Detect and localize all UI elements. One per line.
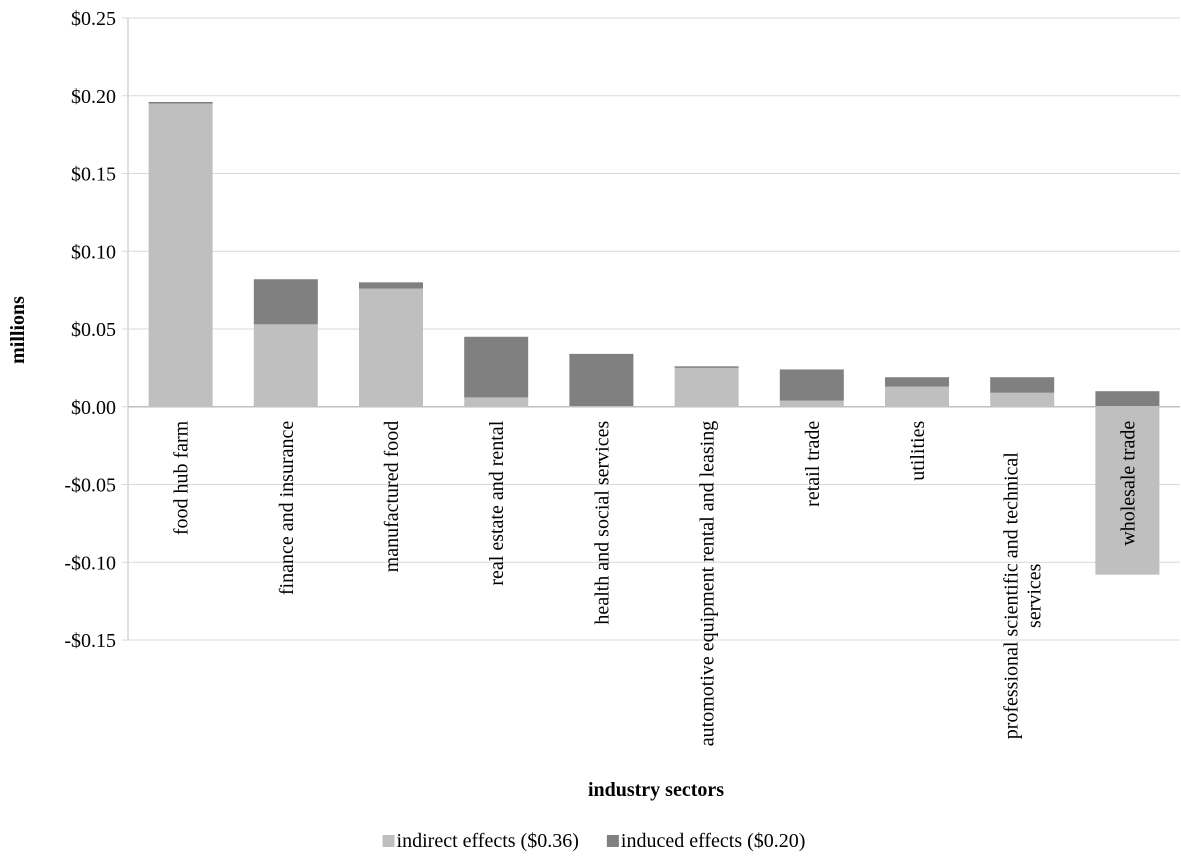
bar-segment: [464, 397, 529, 407]
x-axis-title: industry sectors: [588, 779, 724, 801]
y-axis-title: millions: [7, 296, 29, 364]
y-tick-label: -$0.05: [64, 475, 116, 497]
x-tick-label: automotive equipment rental and leasing: [697, 421, 719, 746]
x-tick-label: manufactured food: [381, 421, 403, 573]
x-tick-label: retail trade: [802, 421, 824, 507]
x-tick-label: food hub farm: [171, 420, 193, 535]
bar-segment: [885, 386, 949, 407]
bar-segment: [674, 367, 739, 407]
y-tick-label: $0.25: [71, 8, 116, 30]
y-tick-label: $0.10: [71, 241, 116, 263]
x-tick-label: professional scientific and technicalser…: [1001, 452, 1046, 740]
bar-segment: [1095, 406, 1160, 575]
y-tick-label: $0.05: [71, 319, 116, 341]
x-tick-label: wholesale trade: [1117, 421, 1139, 546]
bar-segment: [990, 392, 1055, 407]
bar-segment: [464, 336, 529, 398]
bar-segment: [1095, 391, 1160, 407]
x-tick-label: utilities: [907, 421, 929, 481]
y-tick-label: -$0.10: [64, 552, 116, 574]
bar-segment: [779, 369, 844, 401]
bar-segment: [674, 366, 739, 368]
x-tick-label: finance and insurance: [276, 421, 298, 595]
y-tick-label: $0.20: [71, 86, 116, 108]
bar-segment: [885, 377, 949, 387]
bar-segment: [359, 282, 423, 289]
y-tick-label: $0.15: [71, 164, 116, 186]
bar-segment: [253, 324, 318, 407]
bar-segment: [990, 377, 1055, 393]
bar-segment: [779, 400, 844, 407]
x-tick-label: health and social services: [591, 421, 613, 625]
x-tick-label: real estate and rental: [486, 420, 508, 585]
legend-label: indirect effects ($0.36): [397, 830, 579, 852]
legend-swatch: [382, 835, 395, 847]
legend: indirect effects ($0.36) induced effects …: [382, 830, 806, 852]
bar-segment: [359, 288, 423, 407]
bar-segment: [569, 353, 634, 407]
y-tick-label: $0.00: [71, 397, 116, 419]
y-tick-label: -$0.15: [64, 630, 116, 652]
legend-swatch: [606, 835, 619, 847]
legend-label: induced effects ($0.20): [621, 830, 806, 852]
bar-segment: [148, 101, 213, 104]
bar-segment: [148, 103, 213, 407]
bar-segment: [253, 279, 318, 325]
